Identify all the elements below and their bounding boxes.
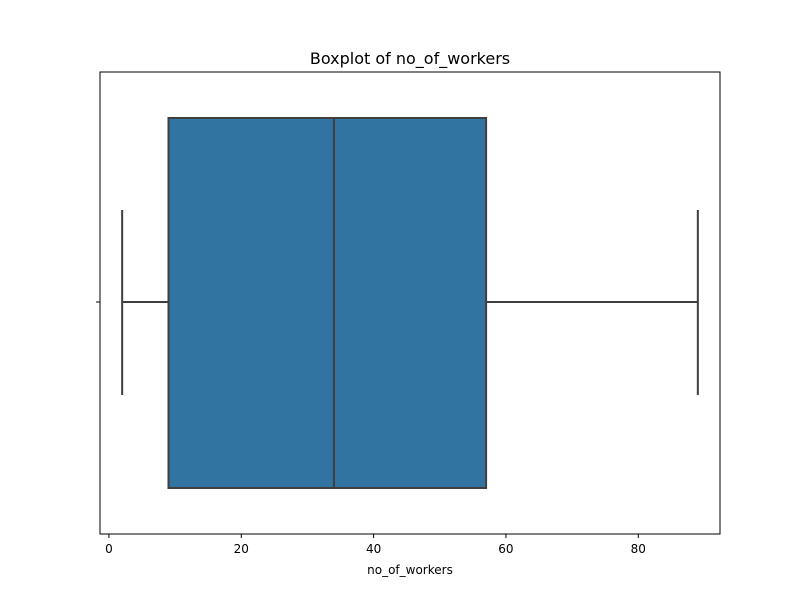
plot-frame	[99, 71, 721, 535]
box-group	[121, 117, 699, 489]
x-axis-ticks: 0 20 40 60 80	[105, 534, 646, 556]
chart-title: Boxplot of no_of_workers	[310, 49, 510, 69]
x-tick-label: 0	[105, 542, 113, 556]
x-axis-label: no_of_workers	[367, 563, 453, 577]
x-tick-label: 60	[498, 542, 513, 556]
x-tick-label: 40	[366, 542, 381, 556]
x-tick-label: 20	[234, 542, 249, 556]
iqr-box	[167, 117, 488, 489]
x-tick-label: 80	[631, 542, 646, 556]
